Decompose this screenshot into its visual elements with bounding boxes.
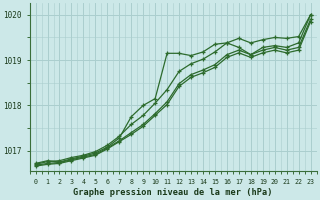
X-axis label: Graphe pression niveau de la mer (hPa): Graphe pression niveau de la mer (hPa)	[73, 188, 273, 197]
